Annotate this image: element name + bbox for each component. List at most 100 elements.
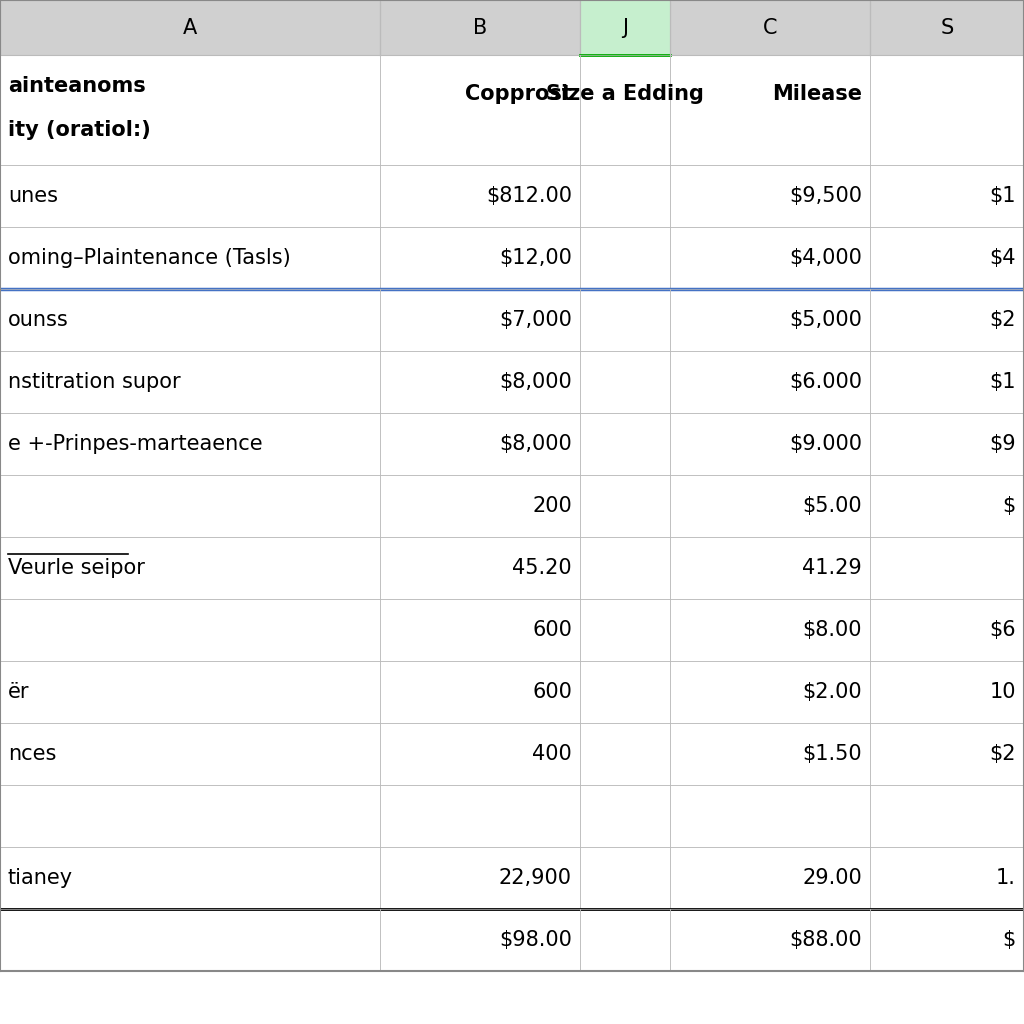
Bar <box>380 847 580 909</box>
Bar <box>870 0 1024 55</box>
Bar <box>870 289 1024 351</box>
Bar <box>380 55 580 165</box>
Text: nstitration supor: nstitration supor <box>8 372 180 392</box>
Text: $98.00: $98.00 <box>499 930 572 950</box>
Bar <box>870 413 1024 475</box>
Bar <box>670 165 870 227</box>
Bar <box>380 413 580 475</box>
Bar <box>670 55 870 165</box>
Text: $9: $9 <box>989 434 1016 454</box>
Bar <box>580 351 670 413</box>
Bar <box>0 785 380 847</box>
Bar <box>380 0 580 55</box>
Bar <box>0 599 380 662</box>
Text: 600: 600 <box>532 620 572 640</box>
Bar <box>670 599 870 662</box>
Text: $8,000: $8,000 <box>500 434 572 454</box>
Bar <box>380 475 580 537</box>
Text: $12,00: $12,00 <box>499 248 572 268</box>
Bar <box>580 475 670 537</box>
Text: $1: $1 <box>989 186 1016 206</box>
Text: unes: unes <box>8 186 58 206</box>
Text: Copprost: Copprost <box>465 84 572 103</box>
Bar <box>580 599 670 662</box>
Bar <box>870 165 1024 227</box>
Bar <box>0 351 380 413</box>
Text: ainteanoms: ainteanoms <box>8 76 145 96</box>
Text: 45.20: 45.20 <box>512 558 572 578</box>
Text: $2: $2 <box>989 744 1016 764</box>
Text: e +-Prinpes-marteaence: e +-Prinpes-marteaence <box>8 434 262 454</box>
Text: Veurle seipor: Veurle seipor <box>8 558 144 578</box>
Text: oming–Plaintenance (Tasls): oming–Plaintenance (Tasls) <box>8 248 291 268</box>
Text: $5,000: $5,000 <box>790 310 862 330</box>
Bar <box>580 55 670 165</box>
Bar <box>0 662 380 723</box>
Text: $: $ <box>1002 496 1016 516</box>
Bar <box>670 289 870 351</box>
Bar <box>670 723 870 785</box>
Bar <box>0 165 380 227</box>
Bar <box>0 723 380 785</box>
Bar <box>870 537 1024 599</box>
Bar <box>0 847 380 909</box>
Text: $2.00: $2.00 <box>803 682 862 702</box>
Text: ity (oratiol:): ity (oratiol:) <box>8 120 151 140</box>
Bar <box>0 909 380 971</box>
Text: 400: 400 <box>532 744 572 764</box>
Text: $1.50: $1.50 <box>803 744 862 764</box>
Text: 200: 200 <box>532 496 572 516</box>
Text: tianey: tianey <box>8 868 73 888</box>
Bar <box>580 227 670 289</box>
Bar <box>380 785 580 847</box>
Text: S: S <box>940 17 953 38</box>
Text: 1.: 1. <box>996 868 1016 888</box>
Bar <box>870 599 1024 662</box>
Bar <box>380 289 580 351</box>
Bar <box>670 909 870 971</box>
Text: C: C <box>763 17 777 38</box>
Text: 22,900: 22,900 <box>499 868 572 888</box>
Bar <box>580 289 670 351</box>
Bar <box>670 413 870 475</box>
Bar <box>380 723 580 785</box>
Bar <box>670 475 870 537</box>
Text: $: $ <box>1002 930 1016 950</box>
Bar <box>0 537 380 599</box>
Bar <box>580 723 670 785</box>
Text: $4,000: $4,000 <box>790 248 862 268</box>
Bar <box>670 227 870 289</box>
Bar <box>580 662 670 723</box>
Bar <box>380 599 580 662</box>
Text: B: B <box>473 17 487 38</box>
Bar <box>870 55 1024 165</box>
Text: ounss: ounss <box>8 310 69 330</box>
Text: nces: nces <box>8 744 56 764</box>
Text: 600: 600 <box>532 682 572 702</box>
Bar <box>870 475 1024 537</box>
Bar <box>670 785 870 847</box>
Bar <box>580 537 670 599</box>
Text: $8,000: $8,000 <box>500 372 572 392</box>
Bar <box>670 662 870 723</box>
Bar <box>580 165 670 227</box>
Bar <box>870 662 1024 723</box>
Bar <box>580 785 670 847</box>
Text: ër: ër <box>8 682 30 702</box>
Bar <box>580 909 670 971</box>
Text: $6: $6 <box>989 620 1016 640</box>
Text: $9.000: $9.000 <box>790 434 862 454</box>
Bar <box>0 475 380 537</box>
Text: 10: 10 <box>989 682 1016 702</box>
Bar <box>0 0 380 55</box>
Bar <box>670 0 870 55</box>
Bar <box>0 289 380 351</box>
Bar <box>870 909 1024 971</box>
Bar <box>0 413 380 475</box>
Text: Milease: Milease <box>772 84 862 103</box>
Bar <box>670 537 870 599</box>
Text: $4: $4 <box>989 248 1016 268</box>
Bar <box>670 351 870 413</box>
Text: $1: $1 <box>989 372 1016 392</box>
Text: 41.29: 41.29 <box>802 558 862 578</box>
